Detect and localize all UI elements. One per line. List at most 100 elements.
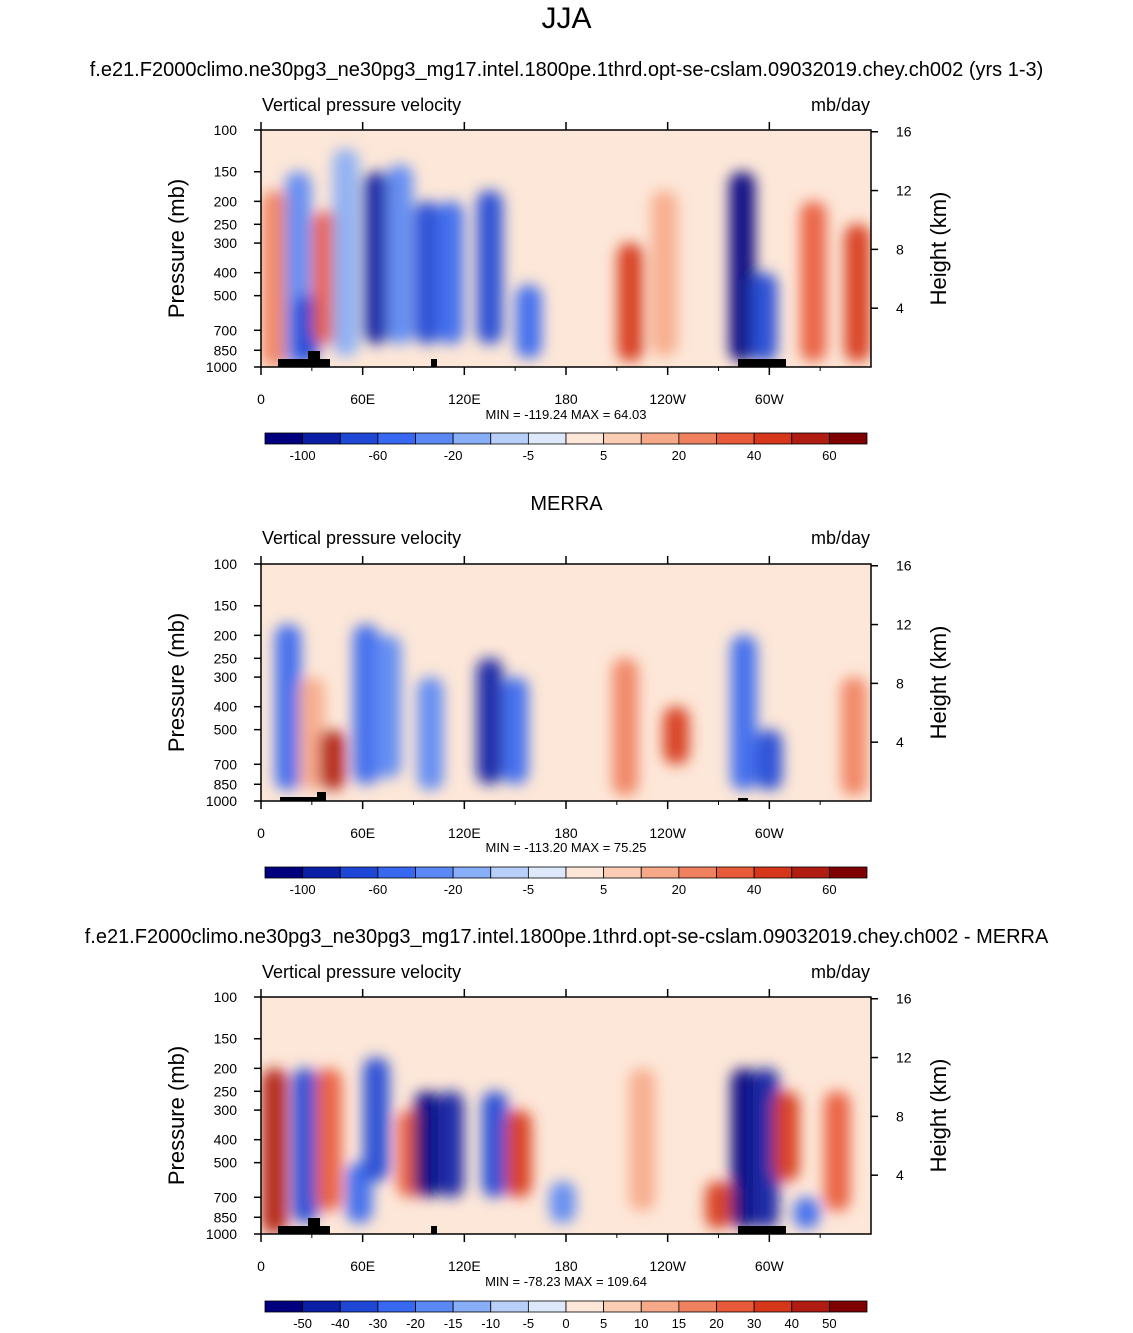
colorbar-swatch (716, 432, 755, 445)
contour-blob (476, 658, 503, 785)
y-tick-label: 150 (214, 164, 238, 180)
x-tick-label: 120E (448, 1258, 481, 1274)
colorbar-label: 5 (600, 1316, 607, 1331)
contour-blob (730, 635, 757, 791)
terrain-block (308, 1218, 320, 1226)
contour-blob (793, 1197, 820, 1229)
colorbar-swatch (640, 432, 680, 445)
colorbar-swatch (565, 432, 605, 445)
terrain-block (278, 359, 330, 367)
colorbar-swatch (264, 1300, 304, 1313)
contour-blob (298, 677, 325, 791)
colorbar-swatch (415, 1300, 454, 1313)
colorbar-label: -20 (444, 448, 463, 463)
colorbar-label: 30 (747, 1316, 761, 1331)
terrain (280, 792, 748, 801)
x-tick-label: 120E (448, 825, 481, 841)
panel-title: f.e21.F2000climo.ne30pg3_ne30pg3_mg17.in… (84, 926, 1049, 948)
contour-blob (751, 272, 778, 362)
panel-left-label: Vertical pressure velocity (262, 95, 462, 115)
terrain (278, 351, 786, 367)
y2-tick-label: 16 (896, 124, 912, 140)
terrain-block (308, 351, 320, 359)
x-tick-label: 120E (448, 391, 481, 407)
terrain-block (280, 797, 326, 801)
contour-field (261, 148, 871, 367)
contour-blob (437, 1091, 464, 1198)
colorbar-label: 10 (634, 1316, 648, 1331)
colorbar-label: 20 (672, 448, 686, 463)
contour-blob (617, 243, 644, 362)
colorbar-swatch (264, 432, 304, 445)
contour-blob (705, 1181, 732, 1229)
colorbar-swatch (302, 1300, 341, 1313)
y-tick-label: 100 (214, 989, 238, 1005)
y-tick-label: 300 (214, 669, 238, 685)
y-tick-label: 300 (214, 1102, 238, 1118)
y-tick-label: 1000 (206, 1226, 237, 1242)
terrain-block (738, 798, 748, 801)
contour-blob (502, 677, 529, 785)
y-tick-label: 300 (214, 235, 238, 251)
colorbar-swatch (339, 1300, 379, 1313)
colorbar-label: -40 (331, 1316, 350, 1331)
colorbar-label: -10 (481, 1316, 500, 1331)
colorbar-swatch (527, 866, 567, 879)
y-tick-label: 850 (214, 1209, 238, 1225)
y-tick-label: 700 (214, 322, 238, 338)
colorbar-swatch (415, 432, 454, 445)
colorbar-swatch (753, 432, 793, 445)
colorbar-label: -100 (290, 882, 316, 897)
y-tick-label: 150 (214, 598, 238, 614)
panel-title: MERRA (530, 493, 603, 515)
colorbar-swatch (415, 866, 454, 879)
figure-title: JJA (541, 2, 592, 35)
contour-blob (353, 624, 380, 785)
colorbar-label: -5 (523, 1316, 535, 1331)
y2-tick-label: 12 (896, 183, 912, 199)
colorbar-swatch (565, 866, 605, 879)
y2-tick-label: 8 (896, 241, 904, 257)
chart-panel: 0 60E 120E 180 120W 60W 100 150 200 250 300 400 500 7… (164, 989, 951, 1274)
contour-blob (841, 677, 868, 796)
colorbar-label: 5 (600, 448, 607, 463)
x-tick-label: 60W (755, 825, 785, 841)
colorbar-swatch (452, 866, 492, 879)
colorbar-swatch (339, 866, 379, 879)
chart-panel: 0 60E 120E 180 120W 60W 100 150 200 250 300 400 500 7… (164, 122, 951, 407)
colorbar-swatch (490, 432, 529, 445)
colorbar-swatch (828, 866, 868, 879)
y-tick-label: 500 (214, 288, 238, 304)
y2-tick-label: 16 (896, 991, 912, 1007)
panel-left-label: Vertical pressure velocity (262, 528, 462, 548)
terrain-block (431, 359, 437, 367)
colorbar-swatch (302, 432, 341, 445)
contour-blob (363, 1057, 390, 1182)
colorbar-swatch (791, 866, 830, 879)
x-tick-label: 120W (649, 825, 686, 841)
y-tick-label: 200 (214, 627, 238, 643)
panel-units-label: mb/day (811, 528, 871, 548)
y-tick-label: 250 (214, 650, 238, 666)
y2-tick-label: 12 (896, 1050, 912, 1066)
y2-tick-label: 16 (896, 558, 912, 574)
y-tick-label: 400 (214, 1132, 238, 1148)
x-tick-label: 60E (350, 391, 375, 407)
contour-blob (414, 201, 441, 345)
y2-axis-title: Height (km) (926, 192, 951, 306)
colorbar: -100 -60 -20 -5 5 20 40 60 (264, 432, 868, 463)
colorbar-label: -60 (368, 448, 387, 463)
colorbar-swatch (264, 866, 304, 879)
panel-minmax: MIN = -119.24 MAX = 64.03 (485, 407, 647, 422)
y2-axis-title: Height (km) (926, 626, 951, 740)
colorbar-label: 60 (822, 448, 836, 463)
contour-blob (549, 1181, 576, 1224)
y-tick-label: 100 (214, 122, 238, 138)
contour-blob (773, 1091, 800, 1182)
y-axis-title: Pressure (mb) (164, 1046, 189, 1185)
colorbar: -100 -60 -20 -5 5 20 40 60 (264, 866, 868, 897)
contour-blob (663, 706, 690, 765)
colorbar-label: -30 (368, 1316, 387, 1331)
panel-minmax: MIN = -113.20 MAX = 75.25 (485, 840, 647, 855)
